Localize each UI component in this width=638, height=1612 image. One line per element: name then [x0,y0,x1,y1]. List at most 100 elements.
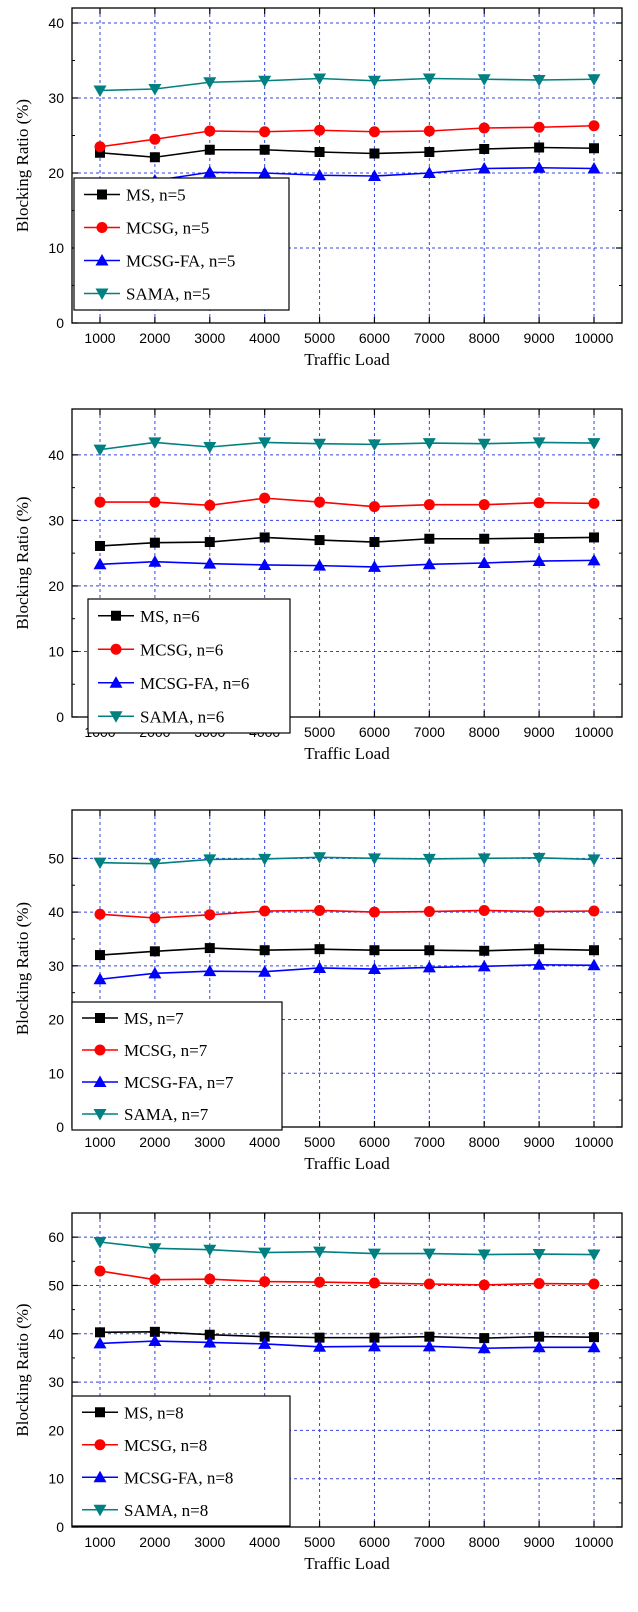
data-point [532,437,546,449]
legend-marker [109,711,123,723]
data-point [477,74,491,86]
data-point [367,1339,381,1352]
data-point [369,945,380,956]
legend: MS, n=8 MCSG, n=8 MCSG-FA, n=8 SAMA, n=8 [71,1395,291,1527]
data-point [477,556,491,568]
data-point [259,905,271,917]
legend-label: MCSG, n=8 [124,1436,207,1455]
x-tick-label: 6000 [359,724,390,740]
series-line [99,146,595,159]
data-point [204,144,215,155]
legend-marker [95,1407,105,1418]
x-tick-label: 3000 [194,1134,225,1150]
data-point [95,950,105,961]
data-point [369,1332,380,1343]
plot-frame [71,1212,623,1528]
data-point [93,444,107,457]
series-1 [94,1265,600,1291]
series-1 [94,904,600,924]
data-point [204,1273,216,1285]
x-tick-label: 8000 [469,724,500,740]
data-point [589,532,599,543]
data-point [477,162,491,174]
data-point [149,537,160,548]
data-point [589,143,599,154]
data-point [313,438,327,451]
y-tick-label: 30 [48,1374,64,1390]
y-tick-label: 0 [56,1519,64,1535]
legend-label: SAMA, n=6 [140,707,224,726]
y-axis-label: Blocking Ratio (%) [13,1303,32,1436]
data-point [259,126,271,138]
x-tick-label: 10000 [575,1134,614,1150]
data-point [367,439,381,451]
data-point [203,854,217,866]
data-point [259,1276,271,1288]
legend-label: MCSG-FA, n=6 [140,674,249,693]
series-3 [93,1236,601,1262]
data-point [367,853,381,865]
series-line [99,441,595,451]
data-point [477,1341,491,1354]
data-point [314,124,326,136]
x-tick-label: 3000 [194,330,225,346]
legend-marker [96,222,108,233]
data-point [424,1331,435,1342]
y-axis-label: Blocking Ratio (%) [13,902,32,1035]
data-point [422,73,436,85]
legend-box [87,598,291,734]
data-point [479,144,490,154]
x-tick-label: 9000 [524,330,555,346]
data-point [313,852,327,864]
legend-marker [95,288,109,300]
x-tick-label: 8000 [469,330,500,346]
data-point [367,169,381,181]
data-point [94,141,106,153]
data-point [149,133,161,145]
legend: MS, n=5 MCSG, n=5 MCSG-FA, n=5 SAMA, n=5 [73,177,290,311]
x-tick-label: 1000 [84,1534,115,1550]
data-point [587,1249,601,1262]
legend-label: MCSG, n=5 [126,219,209,238]
y-tick-label: 20 [48,1012,64,1028]
series-line [99,1241,595,1256]
data-point [314,147,325,157]
y-tick-label: 30 [48,512,64,528]
data-point [148,858,162,871]
x-tick-label: 9000 [524,1534,555,1550]
y-tick-label: 10 [48,643,64,659]
data-point [367,962,381,975]
x-tick-label: 9000 [524,1134,555,1150]
series-line [99,1331,595,1339]
legend: MS, n=6 MCSG, n=6 MCSG-FA, n=6 SAMA, n=6 [87,598,291,734]
series-line [99,947,595,956]
series-3 [93,852,601,871]
legend-label: MS, n=7 [124,1009,184,1028]
data-point [587,854,601,866]
y-tick-label: 40 [48,1326,64,1342]
y-tick-label: 20 [48,165,64,181]
data-point [532,1340,546,1353]
data-point [588,905,600,917]
series-line [100,497,595,508]
data-point [422,1339,436,1352]
data-point [588,120,600,132]
data-point [148,555,162,567]
data-point [534,944,545,955]
data-point [532,1249,546,1261]
x-tick-label: 6000 [359,330,390,346]
x-tick-label: 4000 [249,1134,280,1150]
data-point [532,75,546,87]
y-tick-label: 50 [48,1277,64,1293]
y-tick-label: 60 [48,1229,64,1245]
data-point [149,946,160,957]
data-point [587,438,601,450]
data-point [477,959,491,972]
data-point [204,537,215,548]
data-point [589,1332,599,1343]
data-point [258,558,272,570]
legend-marker [93,1470,107,1483]
data-point [94,1265,106,1277]
data-point [259,492,271,504]
